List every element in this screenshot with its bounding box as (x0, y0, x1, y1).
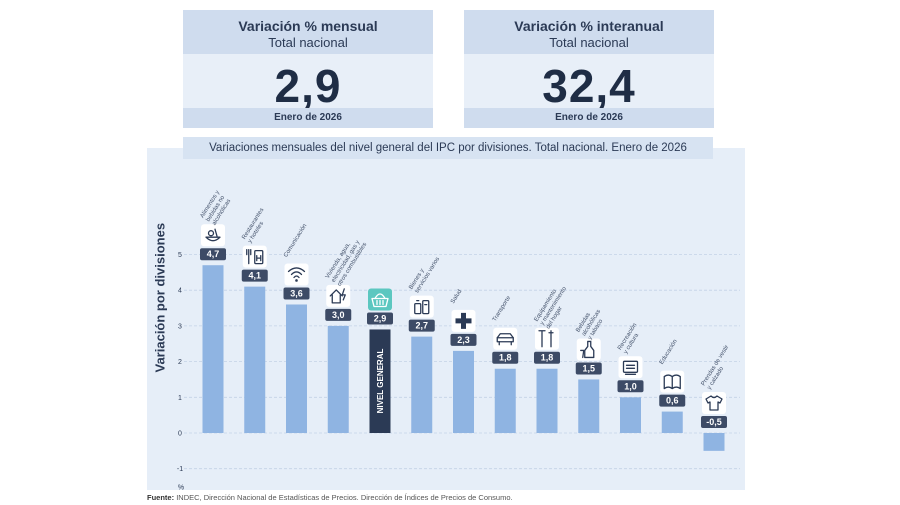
bar (286, 304, 307, 433)
shirt-icon (705, 395, 723, 411)
y-tick-label: 2 (178, 359, 182, 366)
monthly-card: Variación % mensual Total nacional 2,9 E… (183, 10, 433, 128)
data-label: 3,0 (332, 310, 345, 320)
value-badge (701, 416, 727, 428)
source-text: INDEC, Dirección Nacional de Estadística… (176, 493, 513, 502)
annual-card: Variación % interanual Total nacional 32… (464, 10, 714, 128)
value-badge (283, 287, 310, 300)
category-label: Salud (450, 289, 463, 305)
data-label: 0,6 (666, 396, 679, 406)
data-label: 1,8 (499, 353, 512, 363)
monthly-card-header: Variación % mensual Total nacional (183, 10, 433, 54)
chart-title: Variaciones mensuales del nivel general … (183, 137, 713, 159)
category-label: Bienes yservicios varios (408, 253, 441, 295)
value-badge (492, 351, 519, 364)
category-label: Transporte (492, 295, 513, 323)
value-badge (450, 333, 477, 346)
data-label: 2,3 (457, 335, 470, 345)
monthly-card-subtitle: Total nacional (268, 35, 348, 50)
category-label: Prendas de vestiry calzado (701, 344, 737, 390)
bar (494, 368, 516, 433)
icon-tile (702, 392, 726, 414)
value-badge (241, 269, 268, 282)
y-unit-label: % (178, 485, 184, 492)
data-label: 4,7 (207, 249, 220, 259)
y-tick-label: 4 (178, 288, 182, 295)
y-tick-label: 0 (178, 431, 182, 438)
bar (578, 379, 600, 433)
annual-card-date: Enero de 2026 (464, 108, 714, 128)
category-label: Restaurantesy hoteles (241, 207, 271, 244)
bar (202, 265, 224, 433)
bar (453, 350, 474, 433)
category-label: Comunicación (283, 223, 308, 258)
data-label: -0,5 (706, 417, 722, 427)
value-badge (367, 312, 393, 325)
monthly-card-title: Variación % mensual (238, 18, 378, 34)
value-badge (408, 319, 435, 332)
category-label: Alimentos ybebidas noalcohólicas (200, 190, 233, 227)
bottle-icon (580, 340, 595, 359)
y-tick-label: 3 (178, 323, 182, 330)
category-label: Bebidasalcohólicasy tabaco (575, 305, 608, 341)
icon-tile (409, 295, 434, 318)
category-label: Recreacióny cultura (617, 322, 644, 355)
data-label: 1,0 (624, 381, 637, 391)
bar (411, 336, 433, 433)
basket-icon (371, 293, 389, 308)
annual-card-subtitle: Total nacional (549, 35, 629, 50)
bar (620, 397, 641, 433)
category-label: Vivienda, agua,electricidad, gas yotros … (325, 234, 368, 287)
culture-icon (622, 360, 639, 375)
house-icon (329, 288, 346, 304)
value-badge (575, 362, 602, 375)
source-label: Fuente: (147, 493, 175, 502)
health-icon (455, 312, 472, 329)
category-label: Equipamientoy mantenimientodel hogar (534, 282, 575, 330)
y-tick-label: -1 (177, 466, 183, 473)
data-label: 2,7 (415, 321, 428, 331)
annual-card-value: 32,4 (542, 60, 636, 112)
bar (661, 411, 683, 433)
data-label: 3,6 (290, 288, 303, 298)
value-badge (617, 380, 644, 393)
data-label: 1,5 (582, 363, 595, 373)
value-badge (534, 351, 560, 364)
data-label: 4,1 (248, 271, 261, 281)
book-icon (663, 374, 681, 390)
y-tick-label: 5 (178, 252, 182, 259)
highlight-bar-label: NIVEL GENERAL (376, 349, 385, 414)
bar (536, 368, 558, 433)
icon-tile (284, 263, 309, 286)
data-label: 2,9 (374, 313, 387, 323)
icon-tile (618, 356, 643, 379)
tools-icon (538, 330, 554, 348)
data-label: 1,8 (541, 353, 554, 363)
monthly-card-date: Enero de 2026 (183, 108, 433, 128)
value-badge (659, 394, 686, 407)
bar (369, 329, 391, 433)
y-tick-label: 1 (178, 395, 182, 402)
food-icon (205, 228, 221, 242)
bar (327, 325, 349, 433)
bar (244, 286, 266, 433)
restaurant-icon (246, 248, 264, 265)
value-badge (200, 248, 226, 261)
source-note: Fuente: INDEC, Dirección Nacional de Est… (147, 493, 513, 502)
value-badge (325, 308, 352, 321)
car-icon (496, 333, 514, 346)
goods-icon (414, 299, 430, 315)
monthly-card-value: 2,9 (274, 60, 342, 112)
wifi-icon (287, 267, 306, 282)
bar (703, 433, 725, 451)
annual-card-header: Variación % interanual Total nacional (464, 10, 714, 54)
annual-card-title: Variación % interanual (514, 18, 664, 34)
